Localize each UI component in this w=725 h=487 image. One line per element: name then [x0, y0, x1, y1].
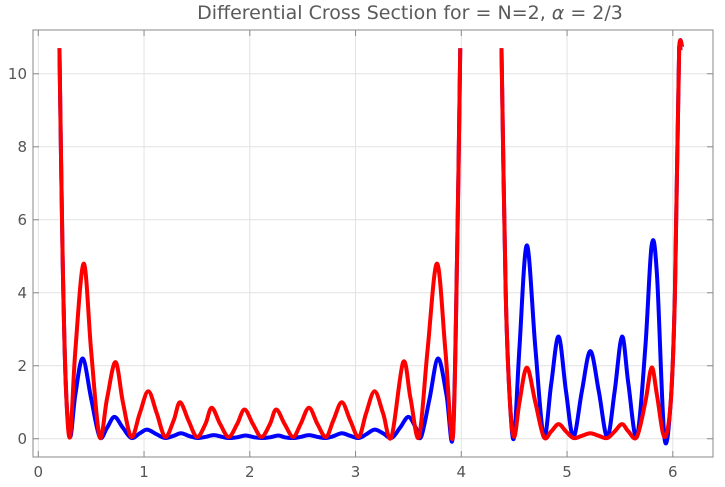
- x-tick-label: 3: [351, 463, 361, 481]
- chart-title: Differential Cross Section for = N=2, α …: [197, 2, 623, 24]
- y-tick-label: 2: [17, 357, 27, 375]
- x-tick-label: 4: [457, 463, 467, 481]
- x-tick-label: 5: [562, 463, 572, 481]
- plot-frame: [32, 29, 714, 458]
- series-1-group: [57, 38, 685, 446]
- chart-title-prefix: Differential Cross Section for = N=2,: [197, 2, 552, 24]
- series-2-line-segment-1: [57, 48, 463, 442]
- y-tick-label: 10: [8, 65, 27, 83]
- series-2-line-segment-2: [499, 38, 685, 441]
- chart-title-suffix: = 2/3: [564, 2, 623, 24]
- chart-title-alpha: α: [552, 2, 565, 24]
- y-tick-label: 6: [17, 211, 27, 229]
- y-tick-label: 8: [17, 138, 27, 156]
- grid-lines: [33, 30, 713, 457]
- x-tick-label: 2: [245, 463, 255, 481]
- plot-border: [32, 29, 714, 458]
- x-tick-label: 6: [668, 463, 678, 481]
- y-tick-label: 0: [17, 430, 27, 448]
- series-2-group: [57, 38, 685, 442]
- axis-ticks: 0 1 2 3 4 5 6 0 2 4 6 8 10: [8, 30, 713, 481]
- x-tick-label: 1: [139, 463, 149, 481]
- y-tick-label: 4: [17, 284, 27, 302]
- x-tick-label: 0: [34, 463, 44, 481]
- series-lines: [57, 38, 685, 446]
